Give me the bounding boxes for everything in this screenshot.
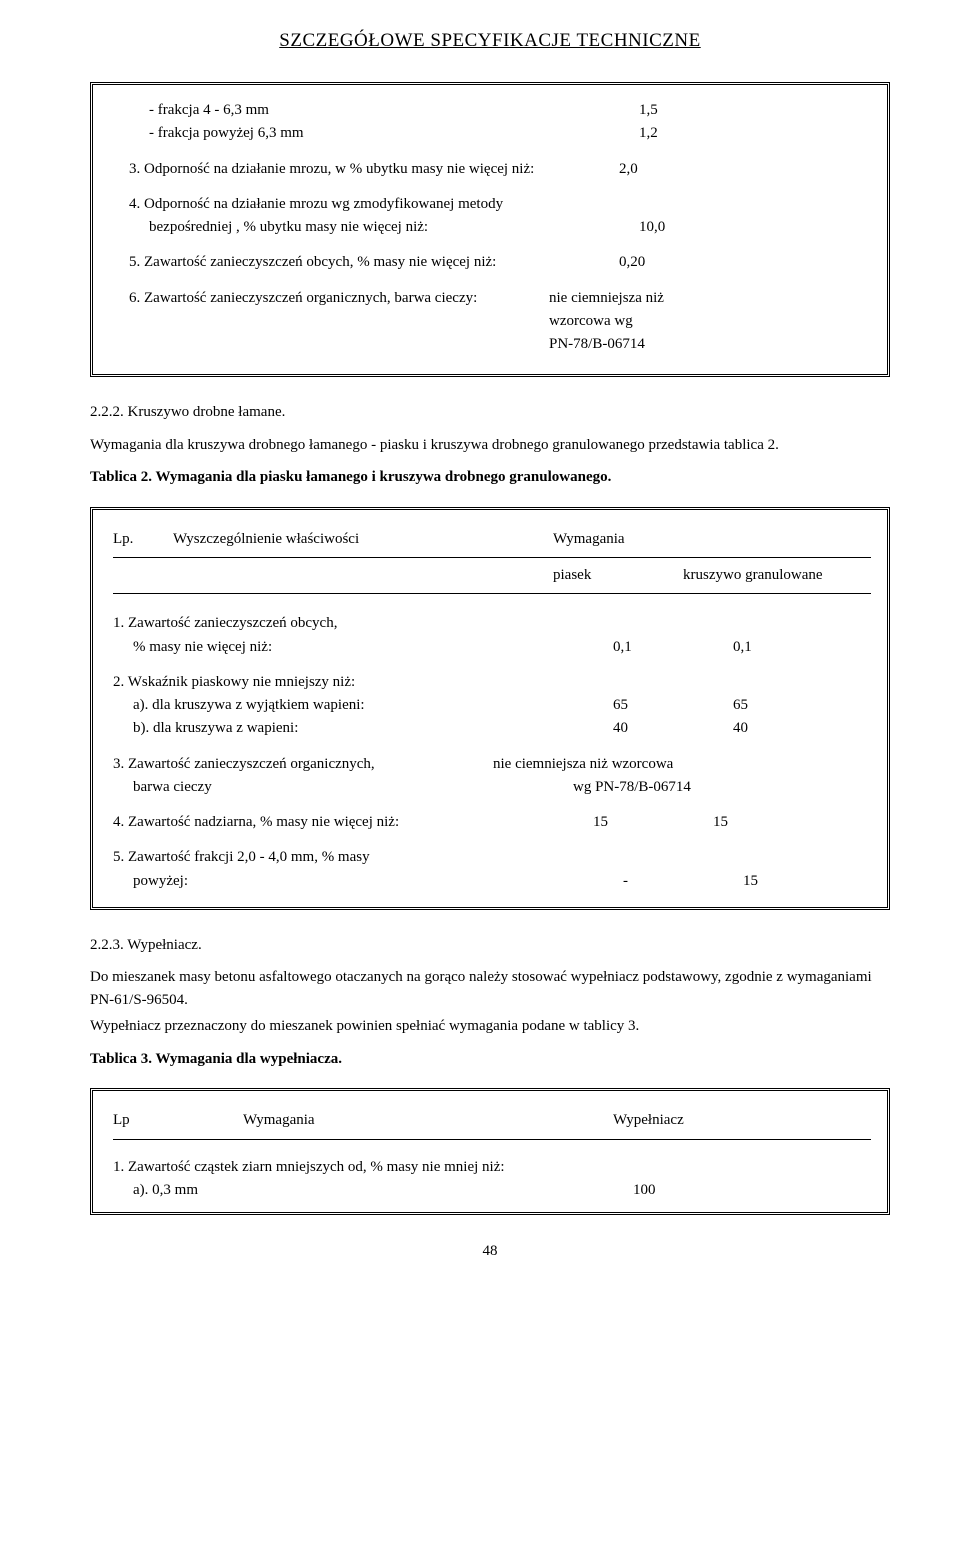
b2-r2b: a). dla kruszywa z wyjątkiem wapieni: <box>113 694 613 717</box>
table3-caption: Tablica 3. Wymagania dla wypełniacza. <box>90 1048 890 1071</box>
b1-l6a: 6. Zawartość zanieczyszczeń organicznych… <box>129 287 549 310</box>
b3-r1v: 100 <box>633 1179 871 1202</box>
b2-h-lp: Lp. <box>113 528 173 551</box>
section-223-p1: Do mieszanek masy betonu asfaltowego ota… <box>90 966 890 1011</box>
divider <box>113 1139 871 1140</box>
b2-r4v2: 15 <box>713 811 833 834</box>
b2-r3v1: nie ciemniejsza niż wzorcowa <box>493 753 871 776</box>
spec-box-2: Lp. Wyszczególnienie właściwości Wymagan… <box>90 507 890 910</box>
b3-r1a: 1. Zawartość cząstek ziarn mniejszych od… <box>113 1156 871 1179</box>
b1-l4b: bezpośredniej , % ubytku masy nie więcej… <box>129 216 639 239</box>
b3-h-w: Wymagania <box>243 1109 613 1132</box>
table2-caption: Tablica 2. Wymagania dla piasku łamanego… <box>90 466 890 489</box>
b2-r5a: 5. Zawartość frakcji 2,0 - 4,0 mm, % mas… <box>113 846 593 869</box>
b3-h-lp: Lp <box>113 1109 243 1132</box>
b2-r5v1: - <box>613 870 743 893</box>
b2-r3b: barwa cieczy <box>113 776 513 799</box>
page-number: 48 <box>90 1243 890 1260</box>
b1-l4a: 4. Odporność na działanie mrozu wg zmody… <box>129 193 619 216</box>
b2-h-piasek: piasek <box>553 564 683 587</box>
section-222-title: 2.2.2. Kruszywo drobne łamane. <box>90 401 890 424</box>
b1-l5a: 5. Zawartość zanieczyszczeń obcych, % ma… <box>129 251 619 274</box>
b2-r2cv1: 40 <box>613 717 733 740</box>
b2-h-req: Wymagania <box>553 528 871 551</box>
b2-r4a: 4. Zawartość nadziarna, % masy nie więce… <box>113 811 593 834</box>
spec-box-3: Lp Wymagania Wypełniacz 1. Zawartość czą… <box>90 1088 890 1215</box>
b1-l6d: PN-78/B-06714 <box>549 333 871 356</box>
b1-l6c: wzorcowa wg <box>549 310 871 333</box>
section-222-p1: Wymagania dla kruszywa drobnego łamanego… <box>90 434 890 457</box>
b1-l3a: 3. Odporność na działanie mrozu, w % uby… <box>129 158 619 181</box>
b2-r1v1: 0,1 <box>613 636 733 659</box>
b3-r1b: a). 0,3 mm <box>113 1179 633 1202</box>
b1-l2b: 1,2 <box>639 122 871 145</box>
spec-box-1: - frakcja 4 - 6,3 mm1,5 - frakcja powyże… <box>90 82 890 377</box>
b2-r2cv2: 40 <box>733 717 853 740</box>
page-title: SZCZEGÓŁOWE SPECYFIKACJE TECHNICZNE <box>90 30 890 52</box>
section-223-title: 2.2.3. Wypełniacz. <box>90 934 890 957</box>
b2-r5v2: 15 <box>743 870 863 893</box>
b2-r2bv2: 65 <box>733 694 853 717</box>
b2-r1v2: 0,1 <box>733 636 853 659</box>
b2-r2a: 2. Wskaźnik piaskowy nie mniejszy niż: <box>113 671 593 694</box>
section-223-p2: Wypełniacz przeznaczony do mieszanek pow… <box>90 1015 890 1038</box>
b2-h-kruszywo: kruszywo granulowane <box>683 564 871 587</box>
b2-r2c: b). dla kruszywa z wapieni: <box>113 717 613 740</box>
b3-h-f: Wypełniacz <box>613 1109 871 1132</box>
b2-r3v2: wg PN-78/B-06714 <box>513 776 871 799</box>
b1-l1b: 1,5 <box>639 99 871 122</box>
b1-l4c: 10,0 <box>639 216 871 239</box>
b2-r5b: powyżej: <box>113 870 613 893</box>
divider <box>113 557 871 558</box>
b2-h-w: Wyszczególnienie właściwości <box>173 528 553 551</box>
b1-l2a: - frakcja powyżej 6,3 mm <box>129 122 639 145</box>
b2-r4v1: 15 <box>593 811 713 834</box>
b2-r2bv1: 65 <box>613 694 733 717</box>
b1-l6b: nie ciemniejsza niż <box>549 287 871 310</box>
divider <box>113 593 871 594</box>
b1-l3b: 2,0 <box>619 158 871 181</box>
b2-r3a: 3. Zawartość zanieczyszczeń organicznych… <box>113 753 493 776</box>
b2-r1b: % masy nie więcej niż: <box>113 636 613 659</box>
b2-r1a: 1. Zawartość zanieczyszczeń obcych, <box>113 612 593 635</box>
b1-l1a: - frakcja 4 - 6,3 mm <box>129 99 639 122</box>
b1-l5b: 0,20 <box>619 251 871 274</box>
